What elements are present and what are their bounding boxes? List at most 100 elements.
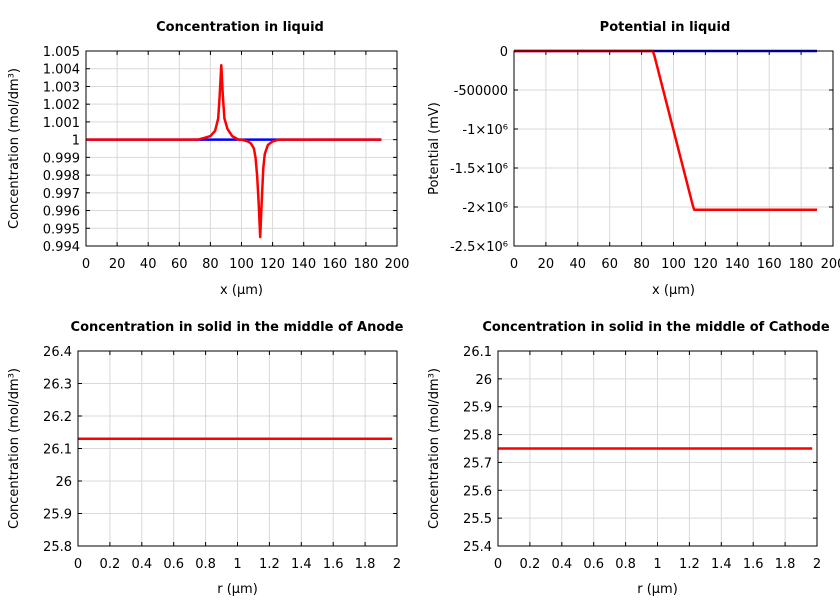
y-tick-label: 25.7 (463, 456, 492, 471)
y-axis-label: Concentration (mol/dm³) (7, 368, 22, 529)
y-axis-label: Concentration (mol/dm³) (427, 368, 442, 529)
x-tick-label: 1.4 (711, 557, 732, 572)
y-tick-label: 26.2 (43, 410, 72, 425)
x-tick-label: 80 (633, 257, 650, 272)
x-tick-label: 1 (653, 557, 661, 572)
y-tick-label: 25.6 (463, 484, 492, 499)
x-tick-label: 1.6 (323, 557, 344, 572)
y-tick-label: 25.8 (43, 540, 72, 555)
x-axis-label: r (μm) (637, 582, 678, 597)
x-tick-label: 1.6 (743, 557, 764, 572)
x-tick-label: 0.2 (520, 557, 541, 572)
x-tick-label: 0.2 (100, 557, 121, 572)
y-tick-label: 26.1 (43, 443, 72, 458)
x-tick-label: 0.8 (195, 557, 216, 572)
x-tick-label: 20 (538, 257, 555, 272)
x-tick-label: 0.6 (163, 557, 184, 572)
y-tick-label: 0.996 (43, 205, 80, 220)
y-tick-label: -1×10⁶ (462, 123, 508, 138)
x-tick-label: 200 (821, 257, 840, 272)
x-tick-label: 80 (202, 257, 219, 272)
y-tick-label: 25.5 (463, 512, 492, 527)
plot-frame (85, 50, 398, 247)
x-tick-label: 100 (229, 257, 254, 272)
x-tick-label: 140 (725, 257, 750, 272)
x-tick-label: 180 (789, 257, 814, 272)
plot-frame (497, 350, 818, 547)
series-line-2 (86, 63, 382, 239)
y-tick-label: 1.004 (43, 63, 80, 78)
y-tick-label: 0 (500, 45, 508, 60)
x-tick-label: 2 (393, 557, 401, 572)
x-tick-label: 0 (494, 557, 502, 572)
y-tick-label: 25.8 (463, 429, 492, 444)
y-tick-label: 1.001 (43, 116, 80, 131)
x-tick-label: 160 (322, 257, 347, 272)
chart-title: Potential in liquid (600, 20, 731, 35)
chart-4: 0 0.2 0.4 0.6 0.8 1 1.2 1.4 1.6 1.8 2 26.1 26 25.9 25.… (427, 320, 830, 597)
chart-title: Concentration in solid in the middle of … (71, 320, 404, 335)
x-axis-label: x (μm) (652, 283, 695, 298)
x-tick-label: 0.8 (615, 557, 636, 572)
x-tick-label: 1.8 (355, 557, 376, 572)
x-tick-label: 1.2 (679, 557, 700, 572)
y-tick-label: 0.999 (43, 151, 80, 166)
y-axis-label: Potential (mV) (427, 102, 442, 195)
x-tick-label: 40 (570, 257, 587, 272)
y-tick-label: 0.994 (43, 240, 80, 255)
y-tick-label: 26 (55, 475, 72, 490)
plot-frame (77, 350, 398, 547)
y-tick-label: 1.002 (43, 98, 80, 113)
x-tick-label: 1.2 (259, 557, 280, 572)
chart-3: 0 0.2 0.4 0.6 0.8 1 1.2 1.4 1.6 1.8 2 26.4 26.3 26.2 2… (7, 320, 404, 597)
x-tick-label: 140 (291, 257, 316, 272)
x-tick-label: 2 (813, 557, 821, 572)
x-tick-label: 180 (353, 257, 378, 272)
y-tick-label: 1.005 (43, 45, 80, 60)
y-tick-label: -2.5×10⁶ (450, 240, 508, 255)
x-tick-label: 120 (693, 257, 718, 272)
x-axis-label: x (μm) (220, 283, 263, 298)
chart-1: 0 20 40 60 80 100 120 140 160 180 200 1.005 1.004 1.0… (7, 20, 409, 298)
x-tick-label: 160 (757, 257, 782, 272)
y-tick-label: 26 (475, 373, 492, 388)
x-tick-label: 1.8 (775, 557, 796, 572)
plot-frame (513, 50, 834, 247)
x-tick-label: 0.4 (131, 557, 152, 572)
y-tick-label: 0.997 (43, 187, 80, 202)
y-tick-label: 26.1 (463, 345, 492, 360)
x-tick-label: 0 (74, 557, 82, 572)
x-tick-label: 1.4 (291, 557, 312, 572)
y-tick-label: 26.4 (43, 345, 72, 360)
y-axis-label: Concentration (mol/dm³) (7, 68, 22, 229)
y-tick-label: 1 (72, 134, 80, 149)
y-tick-label: 1.003 (43, 80, 80, 95)
y-tick-label: 0.998 (43, 169, 80, 184)
chart-title: Concentration in solid in the middle of … (482, 320, 830, 335)
x-tick-label: 1 (233, 557, 241, 572)
x-axis-label: r (μm) (217, 582, 258, 597)
chart-2: 0 20 40 60 80 100 120 140 160 180 200 0 -500000 -1×10… (427, 20, 840, 298)
x-tick-label: 120 (260, 257, 285, 272)
chart-title: Concentration in liquid (156, 20, 324, 35)
x-tick-label: 20 (109, 257, 126, 272)
series-line-2 (514, 49, 817, 211)
y-tick-label: 25.9 (463, 401, 492, 416)
y-tick-label: 26.3 (43, 378, 72, 393)
x-tick-label: 0.4 (551, 557, 572, 572)
x-tick-label: 0 (510, 257, 518, 272)
x-tick-label: 40 (140, 257, 157, 272)
y-tick-label: 25.9 (43, 508, 72, 523)
y-tick-label: -2×10⁶ (462, 201, 508, 216)
x-tick-label: 60 (171, 257, 188, 272)
y-tick-label: -1.5×10⁶ (450, 162, 508, 177)
x-tick-label: 0 (82, 257, 90, 272)
y-tick-label: 0.995 (43, 222, 80, 237)
y-tick-label: -500000 (454, 84, 508, 99)
y-tick-label: 25.4 (463, 540, 492, 555)
x-tick-label: 100 (661, 257, 686, 272)
x-tick-label: 60 (601, 257, 618, 272)
x-tick-label: 0.6 (583, 557, 604, 572)
x-tick-label: 200 (385, 257, 410, 272)
